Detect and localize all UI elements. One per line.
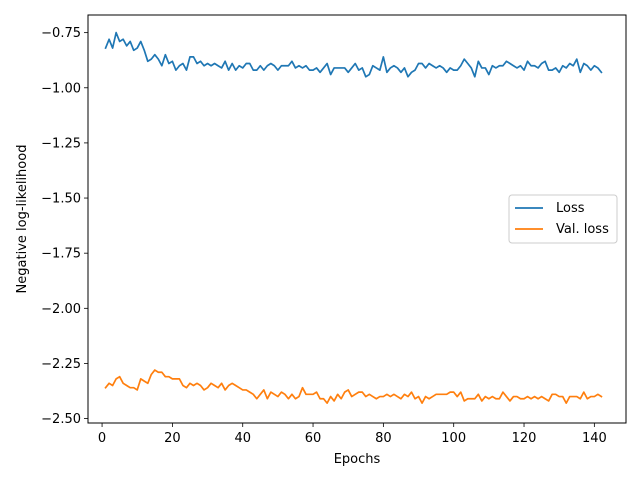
x-tick-label: 60: [305, 431, 322, 446]
x-tick-label: 100: [441, 431, 466, 446]
y-tick-label: −2.50: [41, 412, 81, 427]
legend-label-loss: Loss: [556, 201, 585, 216]
x-tick-label: 120: [512, 431, 537, 446]
y-tick-label: −0.75: [41, 26, 81, 41]
series-line-loss: [104, 31, 603, 78]
y-tick-label: −1.50: [41, 192, 81, 207]
legend-box: [508, 194, 618, 244]
y-tick-label: −2.00: [41, 302, 81, 317]
x-axis-label: Epochs: [334, 452, 381, 467]
y-tick-label: −1.25: [41, 136, 81, 151]
series-line-val-loss: [104, 369, 603, 404]
y-tick-label: −1.75: [41, 247, 81, 262]
x-tick-label: 140: [582, 431, 607, 446]
y-axis-label: Negative log-likelihood: [15, 145, 30, 294]
legend: Loss Val. loss: [508, 194, 618, 244]
x-tick-label: 20: [164, 431, 181, 446]
y-tick-label: −1.00: [41, 81, 81, 96]
x-tick-label: 80: [375, 431, 392, 446]
legend-label-val-loss: Val. loss: [556, 222, 609, 237]
x-tick-label: 0: [98, 431, 106, 446]
plot-frame: [87, 14, 627, 424]
x-axis: 0 20 40 60 80 100 120 140: [98, 423, 607, 446]
plot-lines: [104, 31, 603, 404]
y-tick-label: −2.25: [41, 357, 81, 372]
y-axis: −0.75 −1.00 −1.25 −1.50 −1.75 −2.00 −2.25 −2.50: [41, 26, 88, 427]
x-tick-label: 40: [234, 431, 251, 446]
